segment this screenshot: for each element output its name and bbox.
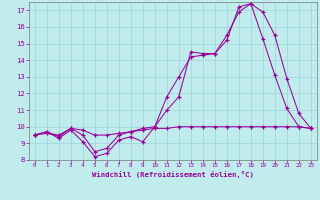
X-axis label: Windchill (Refroidissement éolien,°C): Windchill (Refroidissement éolien,°C) (92, 171, 254, 178)
